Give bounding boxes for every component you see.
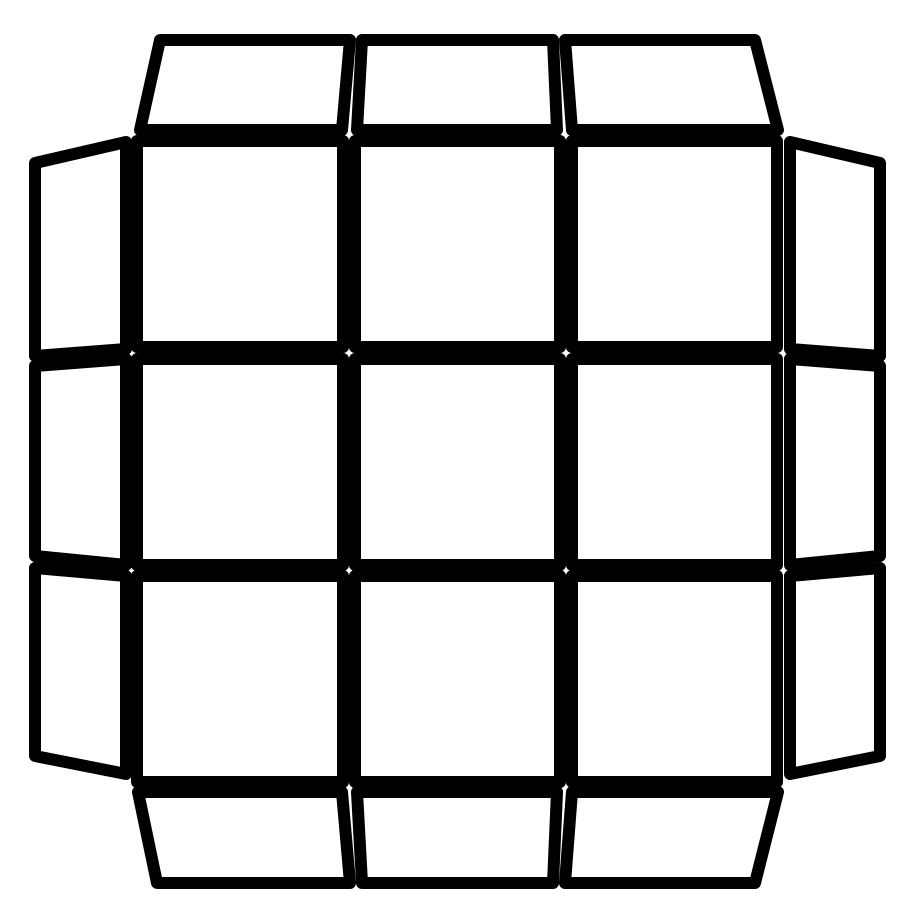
top-side-stickers bbox=[134, 34, 784, 136]
center-sticker-r1-c3 bbox=[566, 135, 783, 353]
right-sticker-3 bbox=[784, 562, 886, 780]
center-sticker-r2-c3 bbox=[566, 353, 783, 571]
right-sticker-2 bbox=[784, 353, 886, 571]
center-sticker-r3-c2 bbox=[349, 570, 566, 788]
center-sticker-r2-c1 bbox=[131, 353, 349, 571]
right-sticker-1 bbox=[784, 136, 886, 362]
center-sticker-r3-c1 bbox=[131, 570, 349, 788]
center-sticker-r2-c2 bbox=[349, 353, 566, 571]
left-sticker-3 bbox=[29, 562, 132, 780]
center-sticker-r1-c2 bbox=[349, 135, 566, 353]
center-sticker-r1-c1 bbox=[131, 135, 349, 353]
center-face-grid bbox=[131, 135, 783, 788]
left-sticker-1 bbox=[29, 136, 132, 362]
left-sticker-2 bbox=[29, 353, 132, 571]
right-side-stickers bbox=[784, 136, 886, 780]
center-sticker-r3-c3 bbox=[566, 570, 783, 788]
top-sticker-1 bbox=[134, 34, 356, 136]
bottom-sticker-2 bbox=[351, 786, 563, 889]
top-sticker-3 bbox=[559, 34, 784, 136]
bottom-sticker-1 bbox=[132, 786, 356, 889]
bottom-sticker-3 bbox=[559, 786, 784, 889]
top-sticker-2 bbox=[351, 34, 563, 136]
left-side-stickers bbox=[29, 136, 132, 780]
bottom-side-stickers bbox=[132, 786, 784, 889]
